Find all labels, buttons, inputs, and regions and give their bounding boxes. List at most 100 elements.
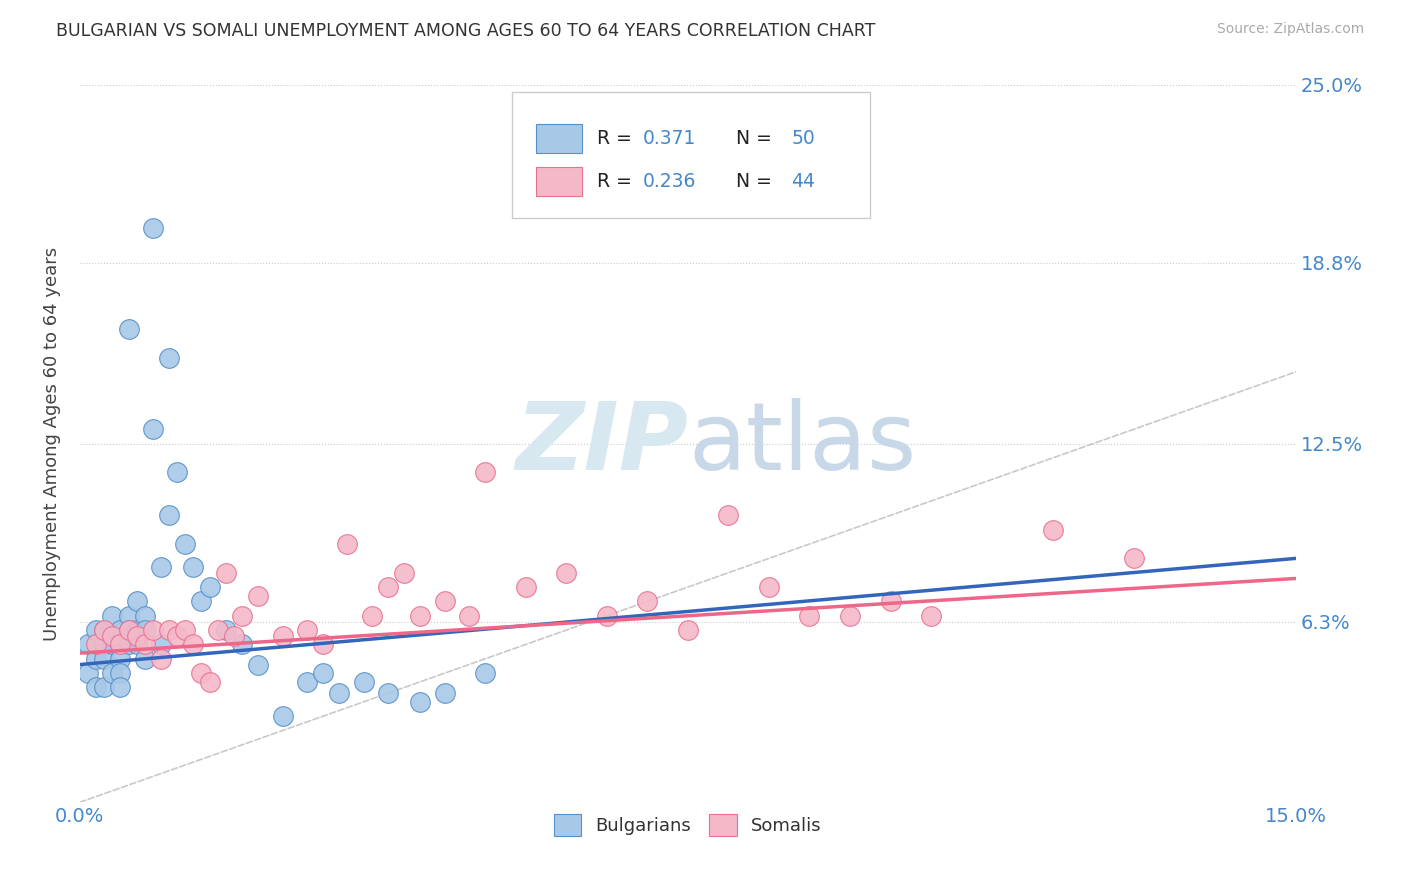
Text: N =: N = <box>724 172 779 191</box>
Point <box>157 508 180 523</box>
Point <box>758 580 780 594</box>
Point <box>377 686 399 700</box>
Text: atlas: atlas <box>688 398 917 490</box>
Point <box>157 351 180 365</box>
Point <box>125 629 148 643</box>
Point <box>149 652 172 666</box>
Point <box>231 637 253 651</box>
Point <box>134 652 156 666</box>
Point <box>117 623 139 637</box>
Point <box>636 594 658 608</box>
Point <box>77 666 100 681</box>
Point <box>142 422 165 436</box>
Point <box>222 629 245 643</box>
Point <box>433 686 456 700</box>
Point <box>198 580 221 594</box>
Point <box>717 508 740 523</box>
Text: 0.236: 0.236 <box>643 172 696 191</box>
Point <box>474 465 496 479</box>
Point <box>676 623 699 637</box>
Point <box>515 580 537 594</box>
Point <box>125 594 148 608</box>
Point <box>84 652 107 666</box>
Point <box>110 666 132 681</box>
Point <box>433 594 456 608</box>
Point <box>190 666 212 681</box>
Point <box>247 657 270 672</box>
Point <box>183 560 205 574</box>
Point <box>149 560 172 574</box>
FancyBboxPatch shape <box>512 92 870 218</box>
Point <box>117 322 139 336</box>
Point <box>93 652 115 666</box>
FancyBboxPatch shape <box>536 168 582 196</box>
Point <box>231 608 253 623</box>
Text: 0.371: 0.371 <box>643 129 696 148</box>
Text: ZIP: ZIP <box>515 398 688 490</box>
Point <box>360 608 382 623</box>
Point <box>174 623 197 637</box>
Point <box>353 674 375 689</box>
Point <box>207 623 229 637</box>
Text: 50: 50 <box>792 129 815 148</box>
Point <box>247 589 270 603</box>
Point <box>271 629 294 643</box>
Text: Source: ZipAtlas.com: Source: ZipAtlas.com <box>1216 22 1364 37</box>
Point <box>134 623 156 637</box>
Point <box>409 695 432 709</box>
Point <box>134 637 156 651</box>
Text: R =: R = <box>596 129 637 148</box>
Point <box>110 681 132 695</box>
Point <box>84 637 107 651</box>
Point <box>328 686 350 700</box>
Point <box>336 537 359 551</box>
Point <box>110 623 132 637</box>
Point <box>101 608 124 623</box>
Point <box>879 594 901 608</box>
Point <box>117 637 139 651</box>
Point <box>312 637 335 651</box>
Point <box>101 629 124 643</box>
Point <box>198 674 221 689</box>
Point <box>295 674 318 689</box>
Point <box>799 608 821 623</box>
Point <box>312 666 335 681</box>
Point <box>215 623 238 637</box>
Point <box>93 623 115 637</box>
Legend: Bulgarians, Somalis: Bulgarians, Somalis <box>547 807 830 844</box>
Text: R =: R = <box>596 172 637 191</box>
Point <box>93 681 115 695</box>
Point <box>555 566 578 580</box>
Point <box>101 637 124 651</box>
Y-axis label: Unemployment Among Ages 60 to 64 years: Unemployment Among Ages 60 to 64 years <box>44 246 60 640</box>
Point <box>117 623 139 637</box>
Point <box>271 709 294 723</box>
Text: N =: N = <box>724 129 779 148</box>
Point <box>134 608 156 623</box>
Point <box>215 566 238 580</box>
Point <box>125 637 148 651</box>
Point <box>474 666 496 681</box>
Text: BULGARIAN VS SOMALI UNEMPLOYMENT AMONG AGES 60 TO 64 YEARS CORRELATION CHART: BULGARIAN VS SOMALI UNEMPLOYMENT AMONG A… <box>56 22 876 40</box>
Point <box>377 580 399 594</box>
Point <box>166 629 188 643</box>
Point <box>93 637 115 651</box>
Text: 44: 44 <box>792 172 815 191</box>
Point <box>101 666 124 681</box>
Point <box>839 608 862 623</box>
Point <box>149 637 172 651</box>
Point <box>295 623 318 637</box>
FancyBboxPatch shape <box>536 124 582 153</box>
Point <box>117 608 139 623</box>
Point <box>93 623 115 637</box>
Point <box>110 637 132 651</box>
Point <box>84 681 107 695</box>
Point <box>77 637 100 651</box>
Point <box>190 594 212 608</box>
Point <box>183 637 205 651</box>
Point <box>110 637 132 651</box>
Point <box>125 623 148 637</box>
Point <box>166 465 188 479</box>
Point <box>84 623 107 637</box>
Point <box>596 608 619 623</box>
